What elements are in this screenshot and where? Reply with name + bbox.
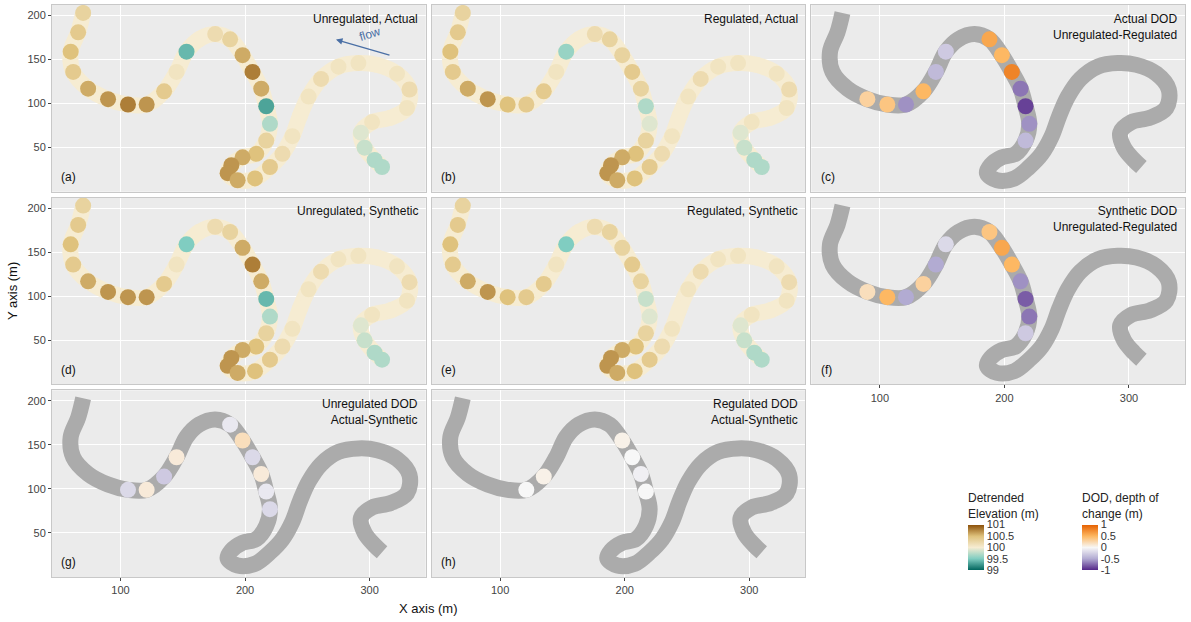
- svg-text:100: 100: [111, 584, 129, 596]
- svg-text:Unregulated DODActual-Syntheti: Unregulated DODActual-Synthetic: [322, 397, 418, 427]
- svg-text:300: 300: [360, 584, 378, 596]
- svg-text:Regulated, Actual: Regulated, Actual: [704, 12, 798, 26]
- svg-text:0: 0: [1101, 541, 1107, 553]
- svg-text:Unregulated, Synthetic: Unregulated, Synthetic: [297, 204, 418, 218]
- svg-text:150: 150: [27, 246, 45, 258]
- svg-text:(a): (a): [61, 170, 76, 184]
- svg-text:50: 50: [34, 527, 46, 539]
- svg-text:50: 50: [34, 334, 46, 346]
- svg-text:-0.5: -0.5: [1101, 552, 1120, 564]
- svg-text:Regulated, Synthetic: Regulated, Synthetic: [687, 204, 798, 218]
- svg-text:X axis (m): X axis (m): [399, 601, 458, 616]
- svg-text:200: 200: [616, 584, 634, 596]
- svg-text:Synthetic DODUnregulated-Regul: Synthetic DODUnregulated-Regulated: [1053, 204, 1177, 234]
- svg-text:200: 200: [27, 202, 45, 214]
- svg-text:100: 100: [27, 97, 45, 109]
- svg-text:200: 200: [27, 9, 45, 21]
- svg-text:DOD, depth ofchange (m): DOD, depth ofchange (m): [1082, 491, 1159, 521]
- svg-text:100.5: 100.5: [987, 530, 1015, 542]
- svg-text:Actual DODUnregulated-Regulate: Actual DODUnregulated-Regulated: [1053, 12, 1177, 42]
- svg-text:100: 100: [987, 541, 1005, 553]
- svg-text:99: 99: [987, 564, 999, 576]
- svg-text:(d): (d): [61, 363, 76, 377]
- svg-text:200: 200: [27, 395, 45, 407]
- svg-text:(e): (e): [441, 363, 456, 377]
- svg-text:(f): (f): [821, 363, 832, 377]
- svg-text:100: 100: [27, 483, 45, 495]
- svg-text:300: 300: [1120, 392, 1138, 404]
- svg-text:150: 150: [27, 53, 45, 65]
- svg-text:200: 200: [995, 392, 1013, 404]
- svg-text:101: 101: [987, 518, 1005, 530]
- svg-text:100: 100: [871, 392, 889, 404]
- svg-text:300: 300: [740, 584, 758, 596]
- svg-text:(h): (h): [441, 555, 456, 569]
- svg-text:0.5: 0.5: [1101, 530, 1116, 542]
- svg-text:200: 200: [236, 584, 254, 596]
- svg-text:flow: flow: [357, 24, 382, 44]
- svg-text:Unregulated, Actual: Unregulated, Actual: [313, 12, 418, 26]
- svg-text:Y axis (m): Y axis (m): [5, 262, 20, 320]
- svg-text:Regulated DODActual-Synthetic: Regulated DODActual-Synthetic: [711, 397, 798, 427]
- svg-text:50: 50: [34, 141, 46, 153]
- svg-text:150: 150: [27, 439, 45, 451]
- svg-text:1: 1: [1101, 518, 1107, 530]
- svg-text:(c): (c): [821, 170, 835, 184]
- svg-text:(g): (g): [61, 555, 76, 569]
- svg-text:-1: -1: [1101, 564, 1111, 576]
- svg-text:100: 100: [491, 584, 509, 596]
- svg-text:99.5: 99.5: [987, 552, 1008, 564]
- svg-text:DetrendedElevation (m): DetrendedElevation (m): [968, 491, 1039, 521]
- svg-text:(b): (b): [441, 170, 456, 184]
- svg-text:100: 100: [27, 290, 45, 302]
